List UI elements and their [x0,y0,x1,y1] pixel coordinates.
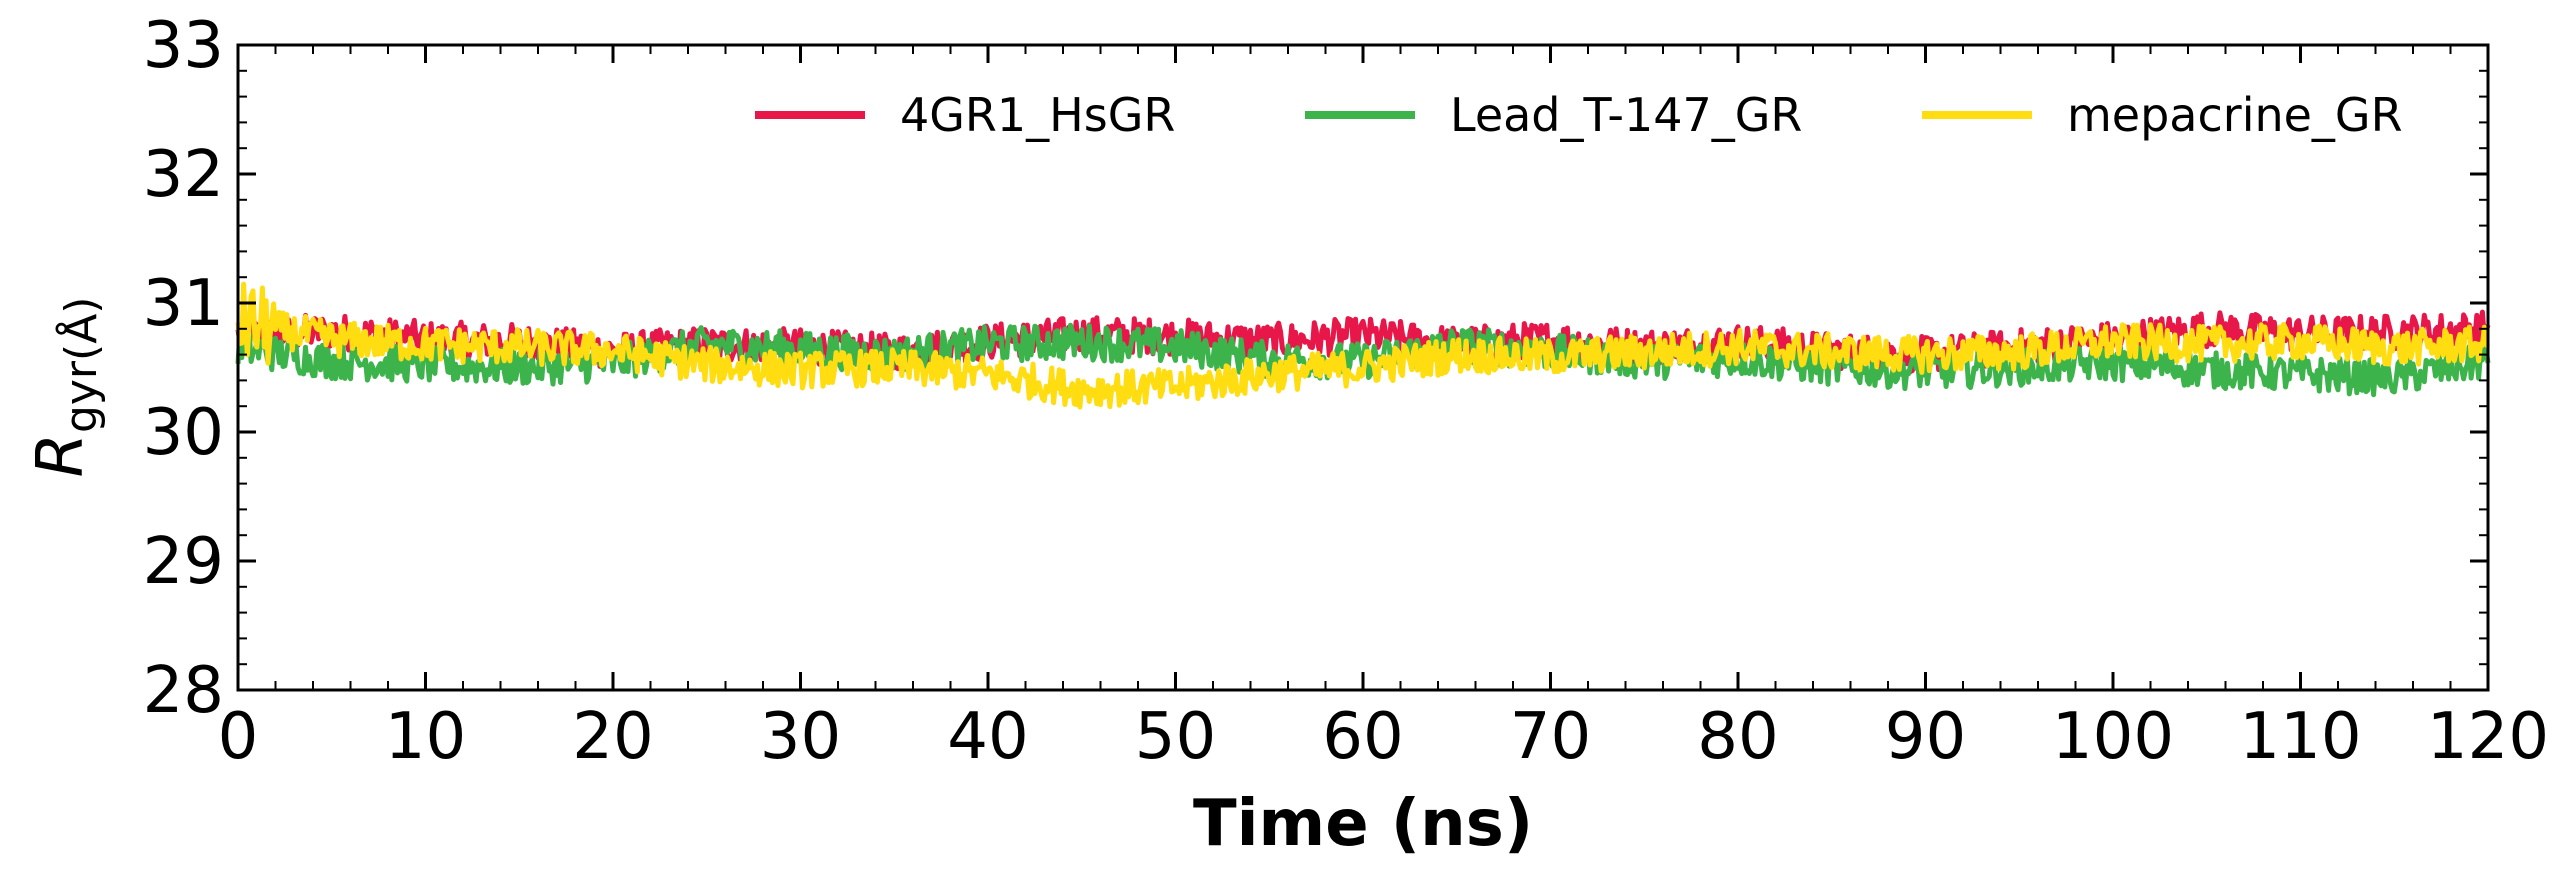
y-tick-label: 33 [143,9,224,83]
x-tick-label: 0 [218,700,259,774]
y-axis-label-unit: (Å) [54,297,107,361]
x-tick-label: 30 [760,700,841,774]
y-tick-label: 31 [143,267,224,341]
x-axis-label: Time (ns) [1193,787,1533,861]
x-tick-label: 100 [2052,700,2174,774]
x-tick-label: 120 [2427,700,2549,774]
x-tick-label: 60 [1322,700,1403,774]
series-line-2 [235,281,2491,410]
x-tick-label: 50 [1135,700,1216,774]
axis-tick-labels: 0 10 20 30 40 50 60 70 80 90 100 110 120 28 29 30 31 32 33 [143,9,2550,774]
axis-ticks [236,43,2490,692]
y-tick-label: 28 [143,654,224,728]
x-tick-label: 90 [1885,700,1966,774]
x-tick-label: 110 [2239,700,2361,774]
x-tick-label: 80 [1697,700,1778,774]
x-tick-label: 40 [947,700,1028,774]
y-axis-label-subscript: gyr [56,360,107,433]
legend-label: 4GR1_HsGR [900,88,1175,142]
y-tick-label: 32 [143,138,224,212]
x-tick-label: 70 [1510,700,1591,774]
legend: 4GR1_HsGR Lead_T-147_GR mepacrine_GR [755,88,2403,142]
x-tick-label: 20 [572,700,653,774]
y-axis-label-main: R [24,433,98,477]
plot-series [235,281,2491,410]
legend-label: mepacrine_GR [2067,88,2403,142]
y-axis-label: Rgyr(Å) [24,297,107,478]
y-tick-label: 29 [143,525,224,599]
x-tick-label: 10 [385,700,466,774]
y-tick-label: 30 [143,396,224,470]
legend-label: Lead_T-147_GR [1450,88,1802,142]
